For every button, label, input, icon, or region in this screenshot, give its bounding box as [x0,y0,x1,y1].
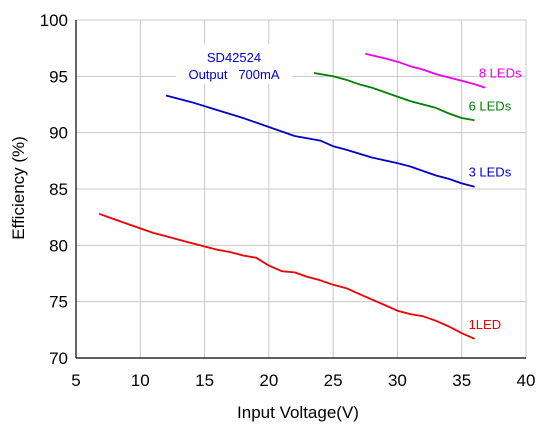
annotation-line-1: SD42524 [207,50,261,65]
series-label-1: 1LED [469,317,502,332]
x-tick-label: 35 [452,371,471,390]
axes: 5 10 15 20 25 30 35 40 70 75 80 85 90 95 100 [40,11,536,390]
series-line-1 [98,212,475,340]
y-tick-label: 85 [49,180,68,199]
y-axis-title: Efficiency (%) [9,136,28,240]
annotation-line-2: Output 700mA [188,67,279,82]
y-tick-label: 80 [49,236,68,255]
y-tick-label: 95 [49,67,68,86]
series-group [98,52,486,340]
annotation-background [176,44,292,84]
series-label-3: 6 LEDs [469,98,512,113]
x-tick-label: 20 [259,371,278,390]
series-line-3 [313,72,475,122]
y-tick-label: 70 [49,349,68,368]
x-tick-label: 10 [131,371,150,390]
x-tick-label: 40 [517,371,536,390]
series-line-2 [165,94,475,188]
y-tick-label: 75 [49,293,68,312]
x-tick-label: 15 [195,371,214,390]
y-tick-label: 90 [49,124,68,143]
annotation-box: SD42524 Output 700mA [176,44,292,84]
series-line-4 [365,52,486,89]
labels: Input Voltage(V) Efficiency (%) 1LED 3 LE… [9,66,522,422]
y-tick-label: 100 [40,11,68,30]
series-label-4: 8 LEDs [479,66,522,81]
series-label-2: 3 LEDs [469,165,512,180]
x-tick-label: 30 [388,371,407,390]
x-tick-label: 5 [71,371,80,390]
x-tick-label: 25 [324,371,343,390]
x-axis-title: Input Voltage(V) [237,403,359,422]
grid [76,19,527,358]
